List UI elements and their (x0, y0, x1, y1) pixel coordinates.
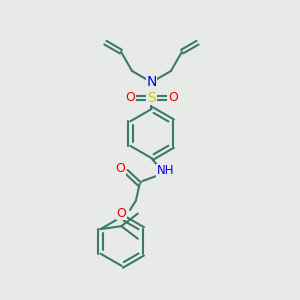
Text: N: N (146, 75, 157, 89)
Text: O: O (117, 206, 127, 220)
Text: O: O (168, 91, 178, 104)
Text: O: O (115, 162, 125, 175)
Text: O: O (125, 91, 135, 104)
Text: S: S (147, 91, 156, 105)
Text: NH: NH (157, 164, 175, 177)
